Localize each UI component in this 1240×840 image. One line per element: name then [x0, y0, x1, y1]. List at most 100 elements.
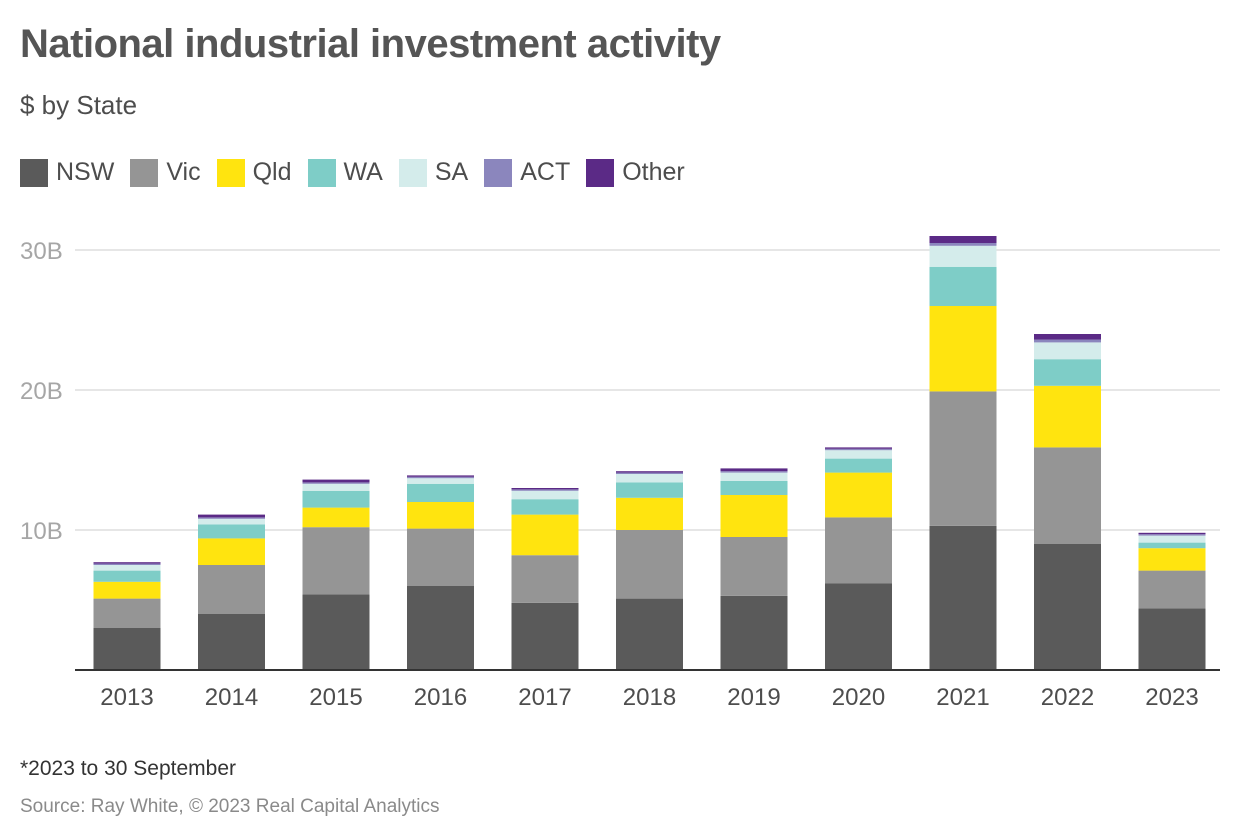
bar-segment-other-2014 — [198, 514, 265, 518]
legend-swatch — [20, 158, 48, 187]
bar-segment-act-2021 — [929, 243, 997, 246]
bar-segment-sa-2015 — [302, 483, 370, 491]
bar-segment-nsw-2021 — [929, 525, 997, 670]
x-tick-label: 2017 — [518, 684, 571, 711]
legend-label: Vic — [166, 158, 201, 186]
chart-subtitle: $ by State — [20, 90, 138, 120]
bar-segment-wa-2019 — [720, 481, 788, 495]
bar-segment-other-2023 — [1138, 532, 1206, 535]
bar-segment-act-2016 — [407, 476, 474, 479]
footnote: *2023 to 30 September — [20, 757, 236, 780]
chart-title: National industrial investment activity — [20, 22, 721, 66]
bar-segment-act-2020 — [825, 448, 892, 451]
bar-segment-qld-2015 — [302, 507, 370, 528]
x-tick-label: 2023 — [1145, 684, 1198, 711]
bar-segment-act-2015 — [302, 482, 370, 484]
bar-segment-act-2013 — [93, 563, 161, 565]
legend-swatch — [130, 158, 159, 187]
legend-swatch — [398, 158, 427, 187]
bar-segment-other-2022 — [1034, 334, 1101, 340]
bar-segment-qld-2017 — [511, 514, 579, 556]
legend-item-nsw: NSW — [20, 158, 114, 187]
bar-segment-qld-2014 — [198, 538, 265, 565]
bar-segment-vic-2023 — [1138, 570, 1206, 609]
bar-segment-wa-2021 — [929, 266, 997, 306]
bar-segment-wa-2020 — [825, 458, 892, 473]
bar-segment-nsw-2017 — [511, 602, 579, 670]
bar-segment-sa-2018 — [616, 474, 683, 483]
bar-segment-sa-2016 — [407, 478, 474, 484]
legend: NSW Vic Qld WA SA ACT Other — [20, 158, 685, 187]
source-note: Source: Ray White, © 2023 Real Capital A… — [20, 796, 440, 817]
bar-segment-nsw-2018 — [616, 598, 683, 670]
legend-swatch — [216, 158, 245, 187]
bar-segment-vic-2013 — [93, 598, 161, 628]
bar-segment-vic-2015 — [302, 527, 370, 595]
bar-segment-act-2018 — [616, 472, 683, 474]
bar-segment-act-2017 — [511, 489, 579, 491]
bar-segment-qld-2020 — [825, 472, 892, 518]
bar-segment-qld-2016 — [407, 502, 474, 529]
legend-item-other: Other — [586, 158, 685, 187]
bar-segment-sa-2020 — [825, 450, 892, 459]
y-tick-label: 10B — [20, 518, 63, 545]
bar-segment-wa-2015 — [302, 490, 370, 508]
bar-segment-other-2018 — [616, 471, 683, 473]
bar-segment-other-2020 — [825, 447, 892, 449]
bar-segment-act-2019 — [720, 471, 788, 473]
bar-segment-other-2021 — [929, 236, 997, 243]
bar-segment-vic-2020 — [825, 517, 892, 584]
bar-segment-nsw-2022 — [1034, 544, 1101, 670]
legend-label: NSW — [56, 158, 115, 186]
bar-segment-nsw-2023 — [1138, 608, 1206, 670]
legend-label: Qld — [252, 158, 292, 186]
legend-label: ACT — [520, 158, 571, 186]
bar-segment-vic-2021 — [929, 391, 997, 526]
bar-segment-act-2022 — [1034, 339, 1101, 343]
bar-segment-qld-2023 — [1138, 548, 1206, 571]
bar-segment-other-2015 — [302, 479, 370, 483]
bar-segment-nsw-2013 — [93, 628, 161, 670]
bar-segment-act-2023 — [1138, 534, 1206, 536]
bar-segment-vic-2022 — [1034, 447, 1101, 544]
legend-item-vic: Vic — [130, 158, 201, 187]
bar-segment-nsw-2019 — [720, 595, 788, 670]
legend-item-wa: WA — [307, 158, 383, 187]
bar-segment-qld-2022 — [1034, 385, 1101, 448]
bar-segment-vic-2018 — [616, 530, 683, 599]
bar-segment-qld-2013 — [93, 581, 161, 599]
bar-segment-vic-2016 — [407, 528, 474, 586]
bar-segment-sa-2013 — [93, 565, 161, 571]
bar-segment-wa-2022 — [1034, 359, 1101, 386]
bar-segment-vic-2014 — [198, 565, 265, 614]
bar-segment-sa-2017 — [511, 490, 579, 500]
bar-segment-wa-2018 — [616, 482, 683, 498]
bar-segment-wa-2023 — [1138, 542, 1206, 549]
bar-segment-wa-2014 — [198, 524, 265, 539]
bar-segment-act-2014 — [198, 517, 265, 519]
x-tick-label: 2014 — [205, 684, 258, 711]
x-tick-label: 2015 — [309, 684, 362, 711]
legend-swatch — [484, 158, 513, 187]
bar-segment-sa-2019 — [720, 472, 788, 481]
legend-item-qld: Qld — [216, 158, 292, 187]
y-tick-label: 30B — [20, 238, 63, 265]
bar-segment-sa-2022 — [1034, 342, 1101, 360]
bar-segment-sa-2014 — [198, 518, 265, 525]
x-tick-label: 2013 — [100, 684, 153, 711]
bar-segment-other-2017 — [511, 488, 579, 490]
legend-label: WA — [343, 158, 383, 186]
bar-segment-nsw-2020 — [825, 583, 892, 670]
legend-item-act: ACT — [484, 158, 570, 187]
legend-item-sa: SA — [398, 158, 468, 187]
bar-segment-vic-2017 — [511, 555, 579, 603]
bar-segment-qld-2018 — [616, 497, 683, 530]
bar-segment-nsw-2016 — [407, 586, 474, 670]
bar-segment-sa-2023 — [1138, 535, 1206, 543]
bar-segment-wa-2017 — [511, 499, 579, 515]
bar-segment-nsw-2015 — [302, 594, 370, 670]
legend-swatch — [307, 158, 336, 187]
bar-segment-wa-2016 — [407, 483, 474, 502]
x-tick-label: 2016 — [414, 684, 467, 711]
